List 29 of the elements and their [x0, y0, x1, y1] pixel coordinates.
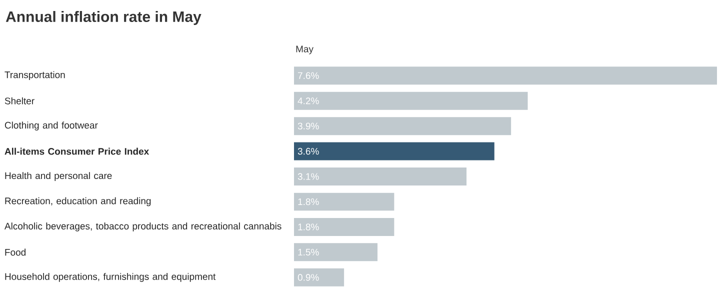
bar — [294, 243, 378, 262]
y-tick-label: Shelter — [4, 97, 34, 104]
data-label: 3.6% — [298, 148, 319, 155]
data-label: 0.9% — [298, 274, 319, 281]
y-tick-label: Recreation, education and reading — [5, 197, 151, 206]
y-tick-label: Clothing and footwear — [4, 122, 98, 130]
y-tick-label: Health and personal care — [5, 172, 112, 181]
bar — [294, 192, 394, 211]
bar — [294, 117, 512, 136]
y-tick-label: Alcoholic beverages, tobacco products and recreational cannabis — [4, 222, 282, 232]
bar — [294, 142, 494, 160]
bar — [294, 66, 717, 85]
data-label: 3.1% — [298, 173, 319, 180]
y-tick-label: All-items Consumer Price Index — [4, 148, 150, 155]
y-tick-label: Household operations, furnishings and equipment — [5, 272, 216, 282]
data-label: 1.8% — [298, 224, 319, 230]
text: Annual inflation rate in May — [6, 11, 202, 25]
x-axis-title: May — [296, 46, 314, 54]
bar — [294, 92, 528, 110]
data-label: 4.2% — [298, 98, 319, 104]
data-label: 3.9% — [298, 122, 319, 130]
bar — [294, 168, 467, 186]
bar — [294, 218, 394, 236]
y-tick-label: Food — [5, 248, 26, 256]
data-label: 1.8% — [298, 198, 319, 206]
y-tick-label: Transportation — [4, 71, 65, 80]
data-label: 1.5% — [298, 248, 319, 256]
bar — [294, 268, 344, 286]
data-label: 7.6% — [298, 72, 319, 79]
